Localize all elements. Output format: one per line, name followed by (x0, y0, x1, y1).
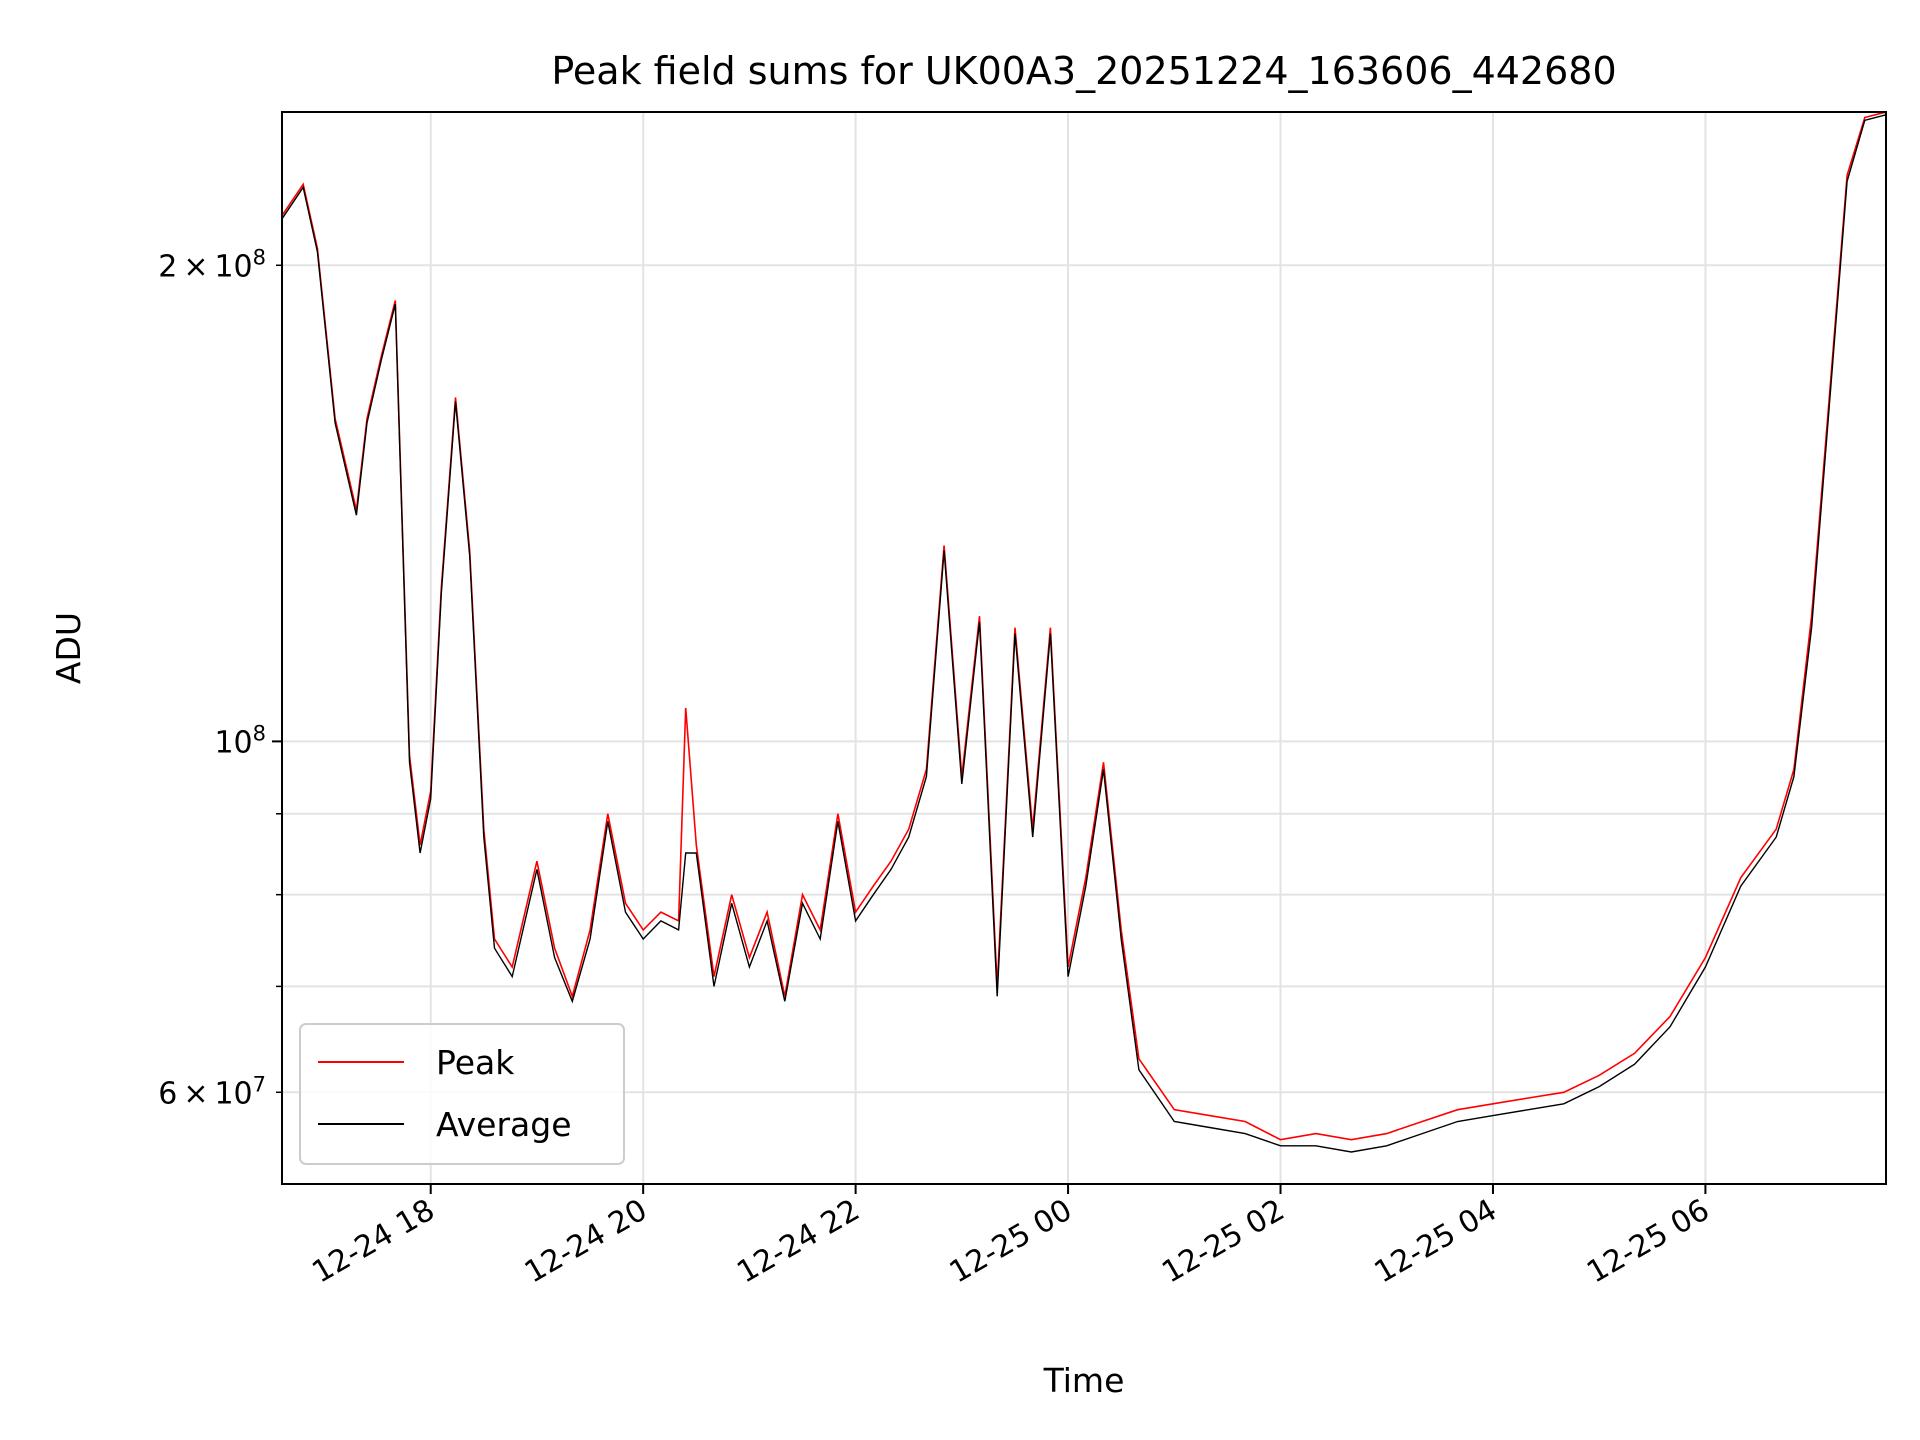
x-axis-label: Time (1043, 1361, 1125, 1400)
y-tick-label: 6 × 107 (158, 1072, 266, 1111)
series-layer (282, 112, 1886, 1153)
chart-title: Peak field sums for UK00A3_20251224_1636… (551, 49, 1616, 93)
legend-label-peak: Peak (436, 1043, 515, 1082)
y-tick-label-exponent: 8 (253, 721, 266, 745)
y-tick-label-base: 6 × 10 (158, 1076, 252, 1111)
legend: Peak Average (299, 1023, 625, 1165)
y-tick-label: 2 × 108 (158, 245, 266, 284)
plot-frame (281, 111, 1887, 1185)
y-axis-label: ADU (49, 612, 88, 684)
series-line-average (282, 114, 1886, 1153)
grid (282, 112, 1886, 1184)
y-tick-label-base: 2 × 10 (158, 249, 252, 284)
legend-box (299, 1023, 625, 1165)
legend-label-average: Average (436, 1105, 572, 1144)
y-tick-label: 108 (214, 721, 266, 760)
y-tick-label-base: 10 (214, 725, 252, 760)
y-tick-label-exponent: 7 (253, 1072, 266, 1096)
y-tick-label-exponent: 8 (253, 245, 266, 269)
